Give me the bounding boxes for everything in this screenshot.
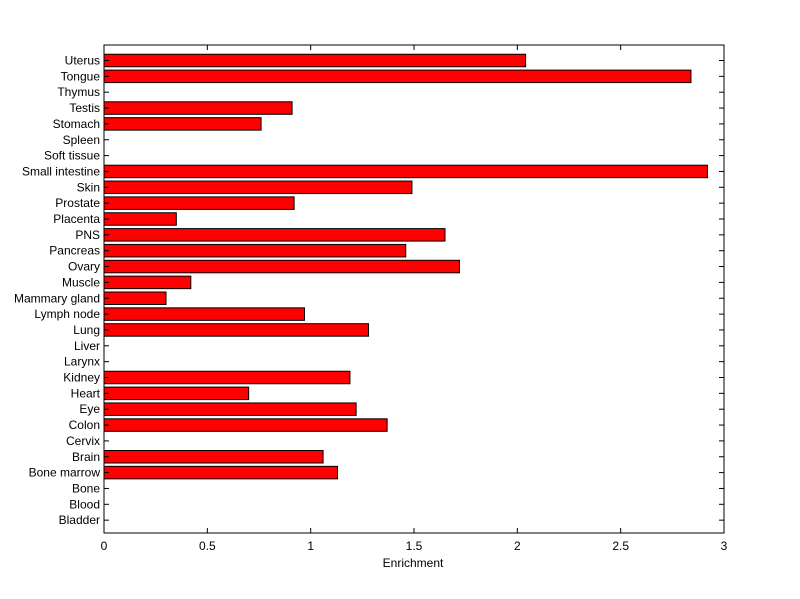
x-tick-label: 2 — [514, 539, 521, 553]
x-tick-label: 1 — [307, 539, 314, 553]
y-tick-label: Tongue — [61, 69, 101, 83]
y-tick-label: Stomach — [53, 117, 100, 131]
y-tick-label: Testis — [69, 101, 100, 115]
y-tick-label: Colon — [69, 418, 100, 432]
y-tick-label: Uterus — [65, 54, 100, 68]
bar-brain — [103, 450, 324, 464]
bar-ovary — [103, 259, 460, 274]
x-tick-label: 0.5 — [199, 539, 216, 553]
y-tick-label: Mammary gland — [14, 291, 100, 305]
y-tick-label: Bone — [72, 481, 100, 495]
bar-colon — [103, 418, 388, 432]
y-tick-label: Spleen — [63, 133, 100, 147]
y-tick-label: Blood — [69, 497, 100, 511]
y-tick-label: Muscle — [62, 275, 100, 289]
y-tick-label: Kidney — [63, 371, 100, 385]
bar-small-intestine — [103, 164, 708, 179]
x-tick-label: 0 — [101, 539, 108, 553]
bar-heart — [103, 386, 250, 401]
x-axis-label: Enrichment — [383, 556, 444, 570]
y-tick-label: Lung — [73, 323, 100, 337]
y-tick-label: Brain — [72, 450, 100, 464]
y-tick-label: Prostate — [55, 196, 100, 210]
bar-mammary-gland — [103, 291, 167, 305]
x-tick-label: 3 — [721, 539, 728, 553]
y-tick-label: Thymus — [57, 85, 100, 99]
bar-bone-marrow — [103, 465, 339, 480]
y-tick-label: Larynx — [64, 355, 100, 369]
bar-skin — [103, 180, 413, 195]
y-tick-label: PNS — [75, 228, 100, 242]
y-tick-label: Lymph node — [34, 307, 100, 321]
bar-muscle — [103, 275, 192, 290]
bar-testis — [103, 101, 293, 115]
bar-lymph-node — [103, 307, 305, 321]
plot-frame — [103, 44, 725, 534]
y-tick-label: Skin — [77, 180, 100, 194]
y-tick-label: Bone marrow — [29, 466, 101, 480]
bar-tongue — [103, 69, 692, 84]
bar-placenta — [103, 212, 177, 226]
y-tick-label: Cervix — [66, 434, 100, 448]
x-tick-label: 1.5 — [406, 539, 423, 553]
bar-lung — [103, 323, 370, 337]
y-tick-label: Liver — [74, 339, 100, 353]
y-tick-label: Soft tissue — [44, 149, 100, 163]
y-tick-label: Small intestine — [22, 164, 100, 178]
bar-uterus — [103, 53, 527, 68]
bar-stomach — [103, 117, 262, 131]
y-tick-label: Eye — [79, 402, 100, 416]
bar-kidney — [103, 370, 351, 385]
y-tick-label: Placenta — [53, 212, 100, 226]
y-tick-label: Bladder — [59, 513, 100, 527]
y-tick-label: Pancreas — [49, 244, 100, 258]
bar-pancreas — [103, 243, 407, 258]
x-tick-label: 2.5 — [612, 539, 629, 553]
bar-eye — [103, 402, 357, 416]
bar-prostate — [103, 196, 295, 210]
y-tick-label: Heart — [71, 386, 101, 400]
y-tick-label: Ovary — [68, 260, 100, 274]
bar-pns — [103, 228, 446, 242]
